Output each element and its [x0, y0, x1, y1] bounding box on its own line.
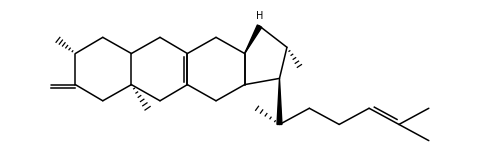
Polygon shape — [277, 78, 282, 124]
Text: H: H — [256, 11, 263, 21]
Polygon shape — [245, 25, 262, 54]
